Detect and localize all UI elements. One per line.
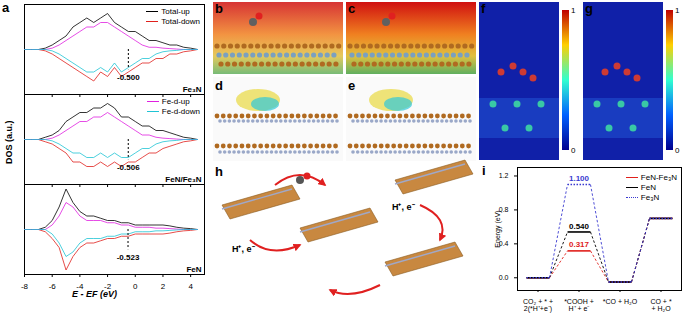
svg-text:Energy (eV): Energy (eV)	[494, 210, 502, 247]
html-text:Fe-d-up: Fe-d-up	[161, 97, 190, 106]
svg-text:-2: -2	[104, 282, 112, 290]
svg-text:*CO + H₂O: *CO + H₂O	[603, 298, 638, 305]
svg-text:0: 0	[571, 146, 576, 155]
svg-text:CO₂ + * +2(*H⁺+e⁻): CO₂ + * +2(*H⁺+e⁻)	[523, 298, 553, 313]
html-text:FeN-Fe₃N: FeN-Fe₃N	[640, 173, 677, 182]
html-text:E - EF (eV): E - EF (eV)	[72, 289, 117, 299]
svg-text:0: 0	[133, 282, 138, 290]
svg-text:1: 1	[571, 6, 576, 15]
svg-text:0.540: 0.540	[569, 222, 590, 231]
svg-text:1.2: 1.2	[499, 172, 509, 179]
html-text:Total-down: Total-down	[161, 17, 200, 26]
svg-text:*COOH +H⁺ + e⁻: *COOH +H⁺ + e⁻	[564, 298, 594, 312]
html-text:FeN: FeN	[640, 183, 656, 192]
svg-text:H⁺, e⁻: H⁺, e⁻	[392, 202, 415, 212]
html-text:a: a	[2, 0, 10, 15]
svg-text:h: h	[215, 164, 223, 179]
html-text:i: i	[482, 163, 486, 178]
svg-text:f: f	[481, 1, 486, 16]
svg-text:FeN/Fe₃N: FeN/Fe₃N	[165, 175, 201, 184]
svg-text:0: 0	[675, 146, 680, 155]
html-text:Fe-d-down: Fe-d-down	[161, 107, 200, 116]
svg-text:Fe₃N: Fe₃N	[183, 85, 202, 94]
svg-text:1.100: 1.100	[569, 174, 590, 183]
html-text:DOS (a.u.): DOS (a.u.)	[4, 120, 14, 164]
html-text:Total-up: Total-up	[161, 7, 190, 16]
svg-text:4: 4	[188, 282, 193, 290]
svg-text:FeN: FeN	[186, 265, 201, 274]
svg-text:-0.523: -0.523	[117, 253, 140, 262]
svg-text:-8: -8	[21, 282, 29, 290]
svg-text:d: d	[215, 78, 223, 93]
svg-text:0.317: 0.317	[569, 240, 590, 249]
svg-text:-0.500: -0.500	[117, 73, 140, 82]
svg-text:1: 1	[675, 6, 680, 15]
svg-text:2: 2	[161, 282, 166, 290]
svg-text:0.0: 0.0	[499, 274, 509, 281]
svg-text:c: c	[348, 1, 355, 16]
svg-text:0.8: 0.8	[498, 206, 509, 214]
svg-text:-0.506: -0.506	[117, 163, 140, 172]
svg-text:-6: -6	[49, 282, 57, 290]
svg-text:-4: -4	[76, 282, 84, 290]
svg-text:e: e	[348, 78, 355, 93]
svg-text:CO + *+ H₂O: CO + *+ H₂O	[650, 298, 671, 312]
svg-text:g: g	[585, 1, 593, 16]
html-text:Fe₃N: Fe₃N	[640, 193, 660, 202]
svg-text:b: b	[215, 1, 223, 16]
svg-text:0.4: 0.4	[498, 240, 509, 248]
svg-text:H⁺, e⁻: H⁺, e⁻	[232, 244, 255, 254]
